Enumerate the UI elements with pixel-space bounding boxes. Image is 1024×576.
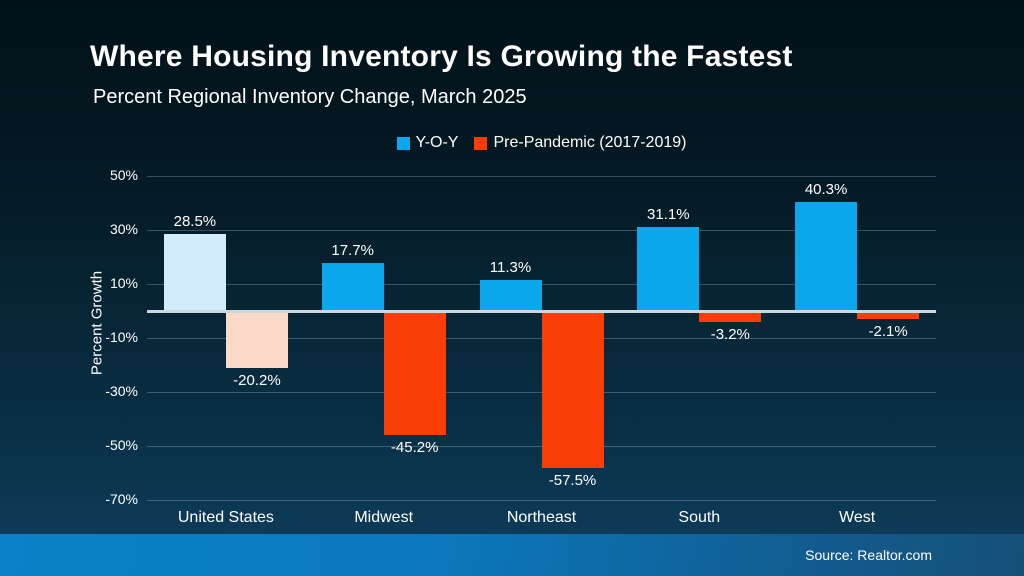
gridline--70	[147, 499, 936, 501]
page-title: Where Housing Inventory Is Growing the F…	[90, 40, 793, 73]
y-tick-label: -10%	[105, 329, 138, 345]
x-axis-label-northeast: Northeast	[506, 509, 577, 526]
bar-pre-pandemic-2017-2019-south	[699, 313, 762, 322]
legend-label: Y-O-Y	[415, 134, 459, 151]
x-axis-label-west: West	[839, 509, 876, 526]
x-axis-label-united-states: United States	[177, 509, 274, 526]
legend-swatch-icon	[474, 136, 488, 150]
bar-y-o-y-united-states	[163, 234, 226, 311]
gridline-50	[147, 175, 936, 177]
bar-value-label: 28.5%	[173, 213, 217, 230]
x-axis-label-midwest: Midwest	[354, 509, 414, 526]
bar-value-label: -57.5%	[548, 472, 597, 489]
y-tick-label: 30%	[109, 221, 138, 237]
bar-y-o-y-midwest	[321, 263, 384, 311]
y-tick-label: -30%	[105, 383, 138, 399]
bar-value-label: 11.3%	[489, 259, 532, 276]
bar-pre-pandemic-2017-2019-west	[857, 313, 920, 319]
bar-value-label: -45.2%	[390, 439, 439, 456]
y-tick-label: 50%	[109, 167, 138, 183]
bar-y-o-y-northeast	[479, 280, 542, 311]
bar-pre-pandemic-2017-2019-northeast	[541, 313, 604, 468]
y-tick-label: -70%	[105, 491, 138, 507]
bar-value-label: 40.3%	[804, 181, 848, 198]
bar-value-label: 17.7%	[331, 242, 374, 259]
bar-y-o-y-west	[795, 202, 858, 311]
source-text: Source: Realtor.com	[805, 547, 932, 563]
y-tick-label: -50%	[105, 437, 138, 453]
legend-item-pre-pandemic-2017-2019: Pre-Pandemic (2017-2019)	[474, 134, 686, 152]
bar-y-o-y-south	[637, 227, 700, 311]
bar-value-label: -3.2%	[710, 326, 750, 343]
legend-item-y-o-y: Y-O-Y	[396, 134, 459, 152]
x-axis-label-south: South	[678, 509, 721, 526]
gridline-10	[147, 283, 936, 285]
chart-subtitle: Percent Regional Inventory Change, March…	[93, 86, 527, 108]
bar-pre-pandemic-2017-2019-united-states	[225, 313, 288, 368]
legend-swatch-icon	[396, 136, 410, 150]
zero-axis-line	[147, 310, 936, 313]
bar-pre-pandemic-2017-2019-midwest	[383, 313, 446, 435]
legend-label: Pre-Pandemic (2017-2019)	[493, 134, 687, 151]
bar-value-label: -20.2%	[233, 372, 281, 389]
bar-value-label: -2.1%	[868, 323, 908, 340]
gridline-30	[147, 229, 936, 231]
y-axis-title: Percent Growth	[88, 270, 106, 376]
legend: Y-O-Y Pre-Pandemic (2017-2019)	[147, 134, 936, 152]
footer-band: Source: Realtor.com	[0, 534, 1024, 576]
y-tick-label: 10%	[109, 275, 138, 291]
bar-value-label: 31.1%	[647, 206, 690, 223]
